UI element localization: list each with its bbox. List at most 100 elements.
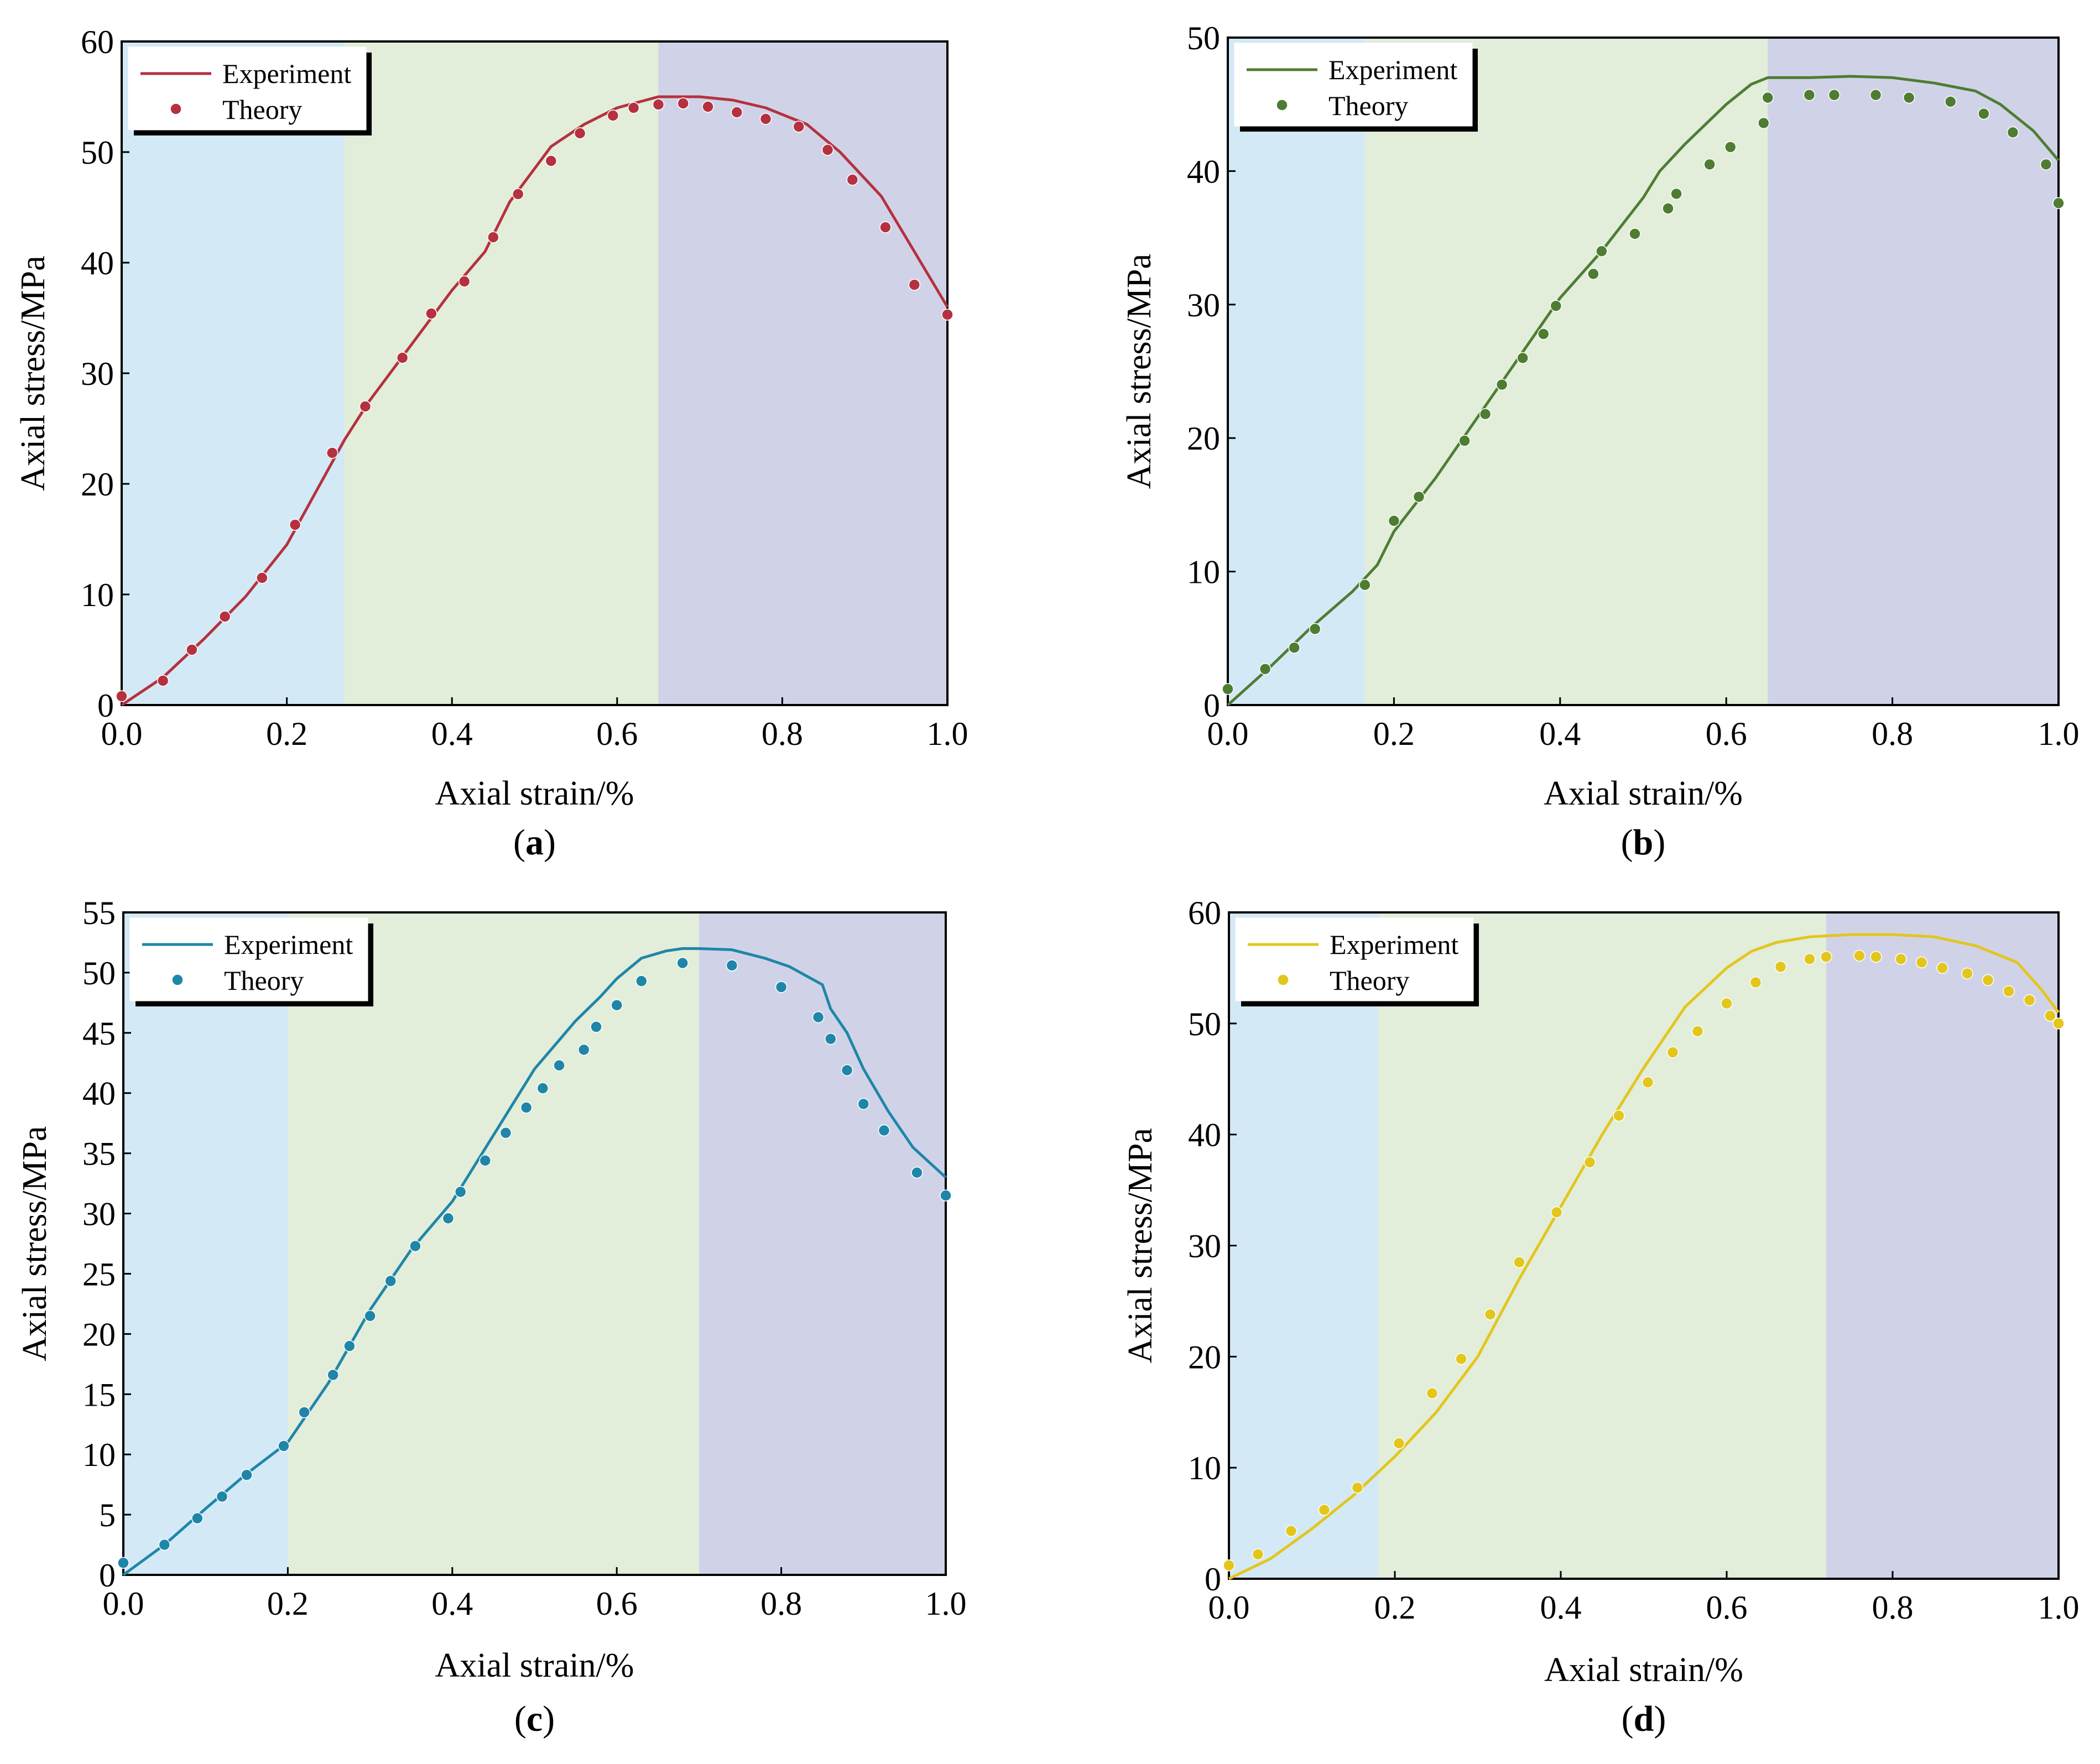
chart-c-theory-point	[499, 1126, 512, 1139]
chart-c-theory-point	[520, 1102, 533, 1114]
chart-a-theory-point	[702, 101, 714, 113]
chart-d-theory-point	[1936, 962, 1948, 974]
chart-a-theory-point	[218, 610, 231, 623]
chart-b: 0.0 0.2 0.4 0.6 0.8 1.0 0 10 20 30 40 50 Axial strai…	[1121, 20, 2080, 863]
chart-b-theory-point	[2040, 158, 2052, 171]
chart-d-theory-point	[1642, 1076, 1654, 1089]
chart-c-theory-point	[841, 1064, 853, 1077]
chart-b-theory-point	[1903, 91, 1915, 104]
chart-b-theory-point	[1978, 107, 1990, 120]
chart-d-theory-point	[1223, 1559, 1235, 1572]
chart-b-theory-point	[1629, 228, 1641, 240]
chart-d-theory-point	[1613, 1109, 1625, 1122]
chart-d-xtick-label: 0.2	[1374, 1589, 1416, 1626]
chart-a-theory-point	[607, 109, 619, 122]
chart-a-theory-point	[326, 447, 338, 459]
chart-a-theory-point	[289, 519, 301, 531]
chart-d-ylabel: Axial stress/MPa	[1122, 1128, 1159, 1363]
chart-c-theory-point	[409, 1240, 421, 1252]
chart-d-theory-point	[1870, 951, 1882, 963]
chart-c-theory-point	[278, 1440, 290, 1452]
chart-c-theory-point	[911, 1166, 923, 1179]
chart-c-theory-point	[940, 1189, 952, 1202]
chart-a-theory-point	[627, 102, 640, 114]
chart-b-theory-point	[1662, 202, 1674, 215]
chart-a-ytick-label: 10	[81, 577, 114, 613]
chart-a-theory-point	[396, 352, 409, 364]
chart-d-theory-point	[2003, 985, 2015, 998]
chart-b-region-plastic	[1364, 38, 1768, 705]
chart-a-ytick-label: 50	[81, 134, 114, 171]
chart-b-theory-point	[1259, 663, 1272, 675]
chart-b-theory-point	[1550, 300, 1562, 312]
chart-c-ytick-label: 35	[82, 1136, 116, 1172]
chart-d-theory-point	[1820, 951, 1832, 963]
chart-d-ytick-label: 30	[1188, 1228, 1221, 1265]
chart-b-theory-point	[1587, 268, 1599, 280]
chart-b-theory-point	[1458, 435, 1471, 447]
chart-a-ytick-label: 30	[81, 356, 114, 392]
chart-a-legend-dot-swatch	[170, 103, 182, 115]
chart-c-theory-point	[857, 1098, 870, 1110]
chart-c-ylabel: Axial stress/MPa	[16, 1126, 54, 1361]
chart-d-theory-point	[1252, 1548, 1264, 1561]
chart-b-legend-label-experiment: Experiment	[1328, 54, 1457, 85]
chart-a-xlabel: Axial strain/%	[435, 775, 634, 812]
chart-d-legend-dot-swatch	[1277, 974, 1289, 986]
chart-d-theory-point	[2023, 994, 2036, 1006]
chart-c-ytick-label: 20	[82, 1316, 116, 1353]
chart-b-ytick-label: 50	[1187, 20, 1220, 56]
chart-c-ytick-label: 5	[99, 1497, 116, 1533]
chart-b-theory-point	[1359, 578, 1371, 591]
chart-c-theory-point	[327, 1369, 339, 1381]
chart-c-theory-point	[726, 959, 738, 972]
chart-c-ytick-label: 45	[82, 1015, 116, 1052]
chart-a-ytick-label: 40	[81, 245, 114, 281]
chart-a-theory-point	[652, 98, 665, 111]
chart-b-theory-point	[2052, 197, 2065, 210]
chart-c-theory-point	[536, 1082, 549, 1094]
chart-a-theory-point	[256, 572, 268, 584]
chart-c-theory-point	[117, 1557, 129, 1569]
chart-c-theory-point	[611, 999, 623, 1011]
chart-a-theory-point	[908, 279, 921, 291]
chart-b-theory-point	[1670, 187, 1682, 200]
chart-a-region-elastic	[122, 41, 345, 705]
chart-c-ytick-label: 0	[99, 1557, 116, 1594]
chart-d-series-experiment-line	[1228, 933, 2060, 1580]
chart-d-theory-point	[1804, 953, 1816, 965]
chart-a-theory-point	[458, 275, 471, 288]
chart-b-theory-point	[1944, 96, 1957, 108]
chart-a-theory-point	[186, 644, 198, 656]
chart-d-legend-box	[1235, 917, 1474, 1001]
chart-c-xtick-label: 0.2	[267, 1585, 309, 1622]
chart-d-theory-point	[1393, 1437, 1405, 1449]
chart-d-theory-point	[1749, 976, 1762, 989]
chart-a-theory-point	[157, 675, 169, 687]
chart-b-theory-point	[1596, 245, 1608, 257]
chart-a-theory-point	[759, 113, 772, 125]
chart-d-theory-point	[1982, 974, 1994, 987]
chart-a-series-experiment-line	[121, 95, 949, 707]
chart-c-region-plastic	[288, 912, 699, 1575]
chart-c-theory-point	[191, 1512, 204, 1525]
chart-d-theory-point	[2052, 1017, 2065, 1030]
chart-d-ytick-label: 10	[1188, 1450, 1221, 1486]
chart-a-theory-point	[359, 400, 372, 413]
chart-c-xtick-label: 0.4	[431, 1585, 473, 1622]
chart-b-theory-point	[1495, 378, 1508, 391]
chart-a-xtick-label: 0.2	[266, 716, 308, 752]
chart-a-theory-point	[574, 127, 586, 139]
chart-c-ytick-label: 15	[82, 1376, 116, 1413]
chart-c-xtick-label: 1.0	[925, 1585, 967, 1622]
chart-d-theory-point	[1961, 967, 1973, 980]
chart-a-ytick-label: 20	[81, 466, 114, 503]
chart-b-theory-point	[1479, 408, 1492, 420]
chart-a-theory-point	[731, 106, 743, 118]
chart-d-theory-point	[2044, 1010, 2056, 1022]
chart-b-theory-point	[2007, 126, 2019, 139]
chart-b-region-failure	[1768, 38, 2059, 705]
chart-c-legend-label-theory: Theory	[224, 965, 304, 996]
chart-d-panel-label: (d)	[1622, 1699, 1666, 1739]
